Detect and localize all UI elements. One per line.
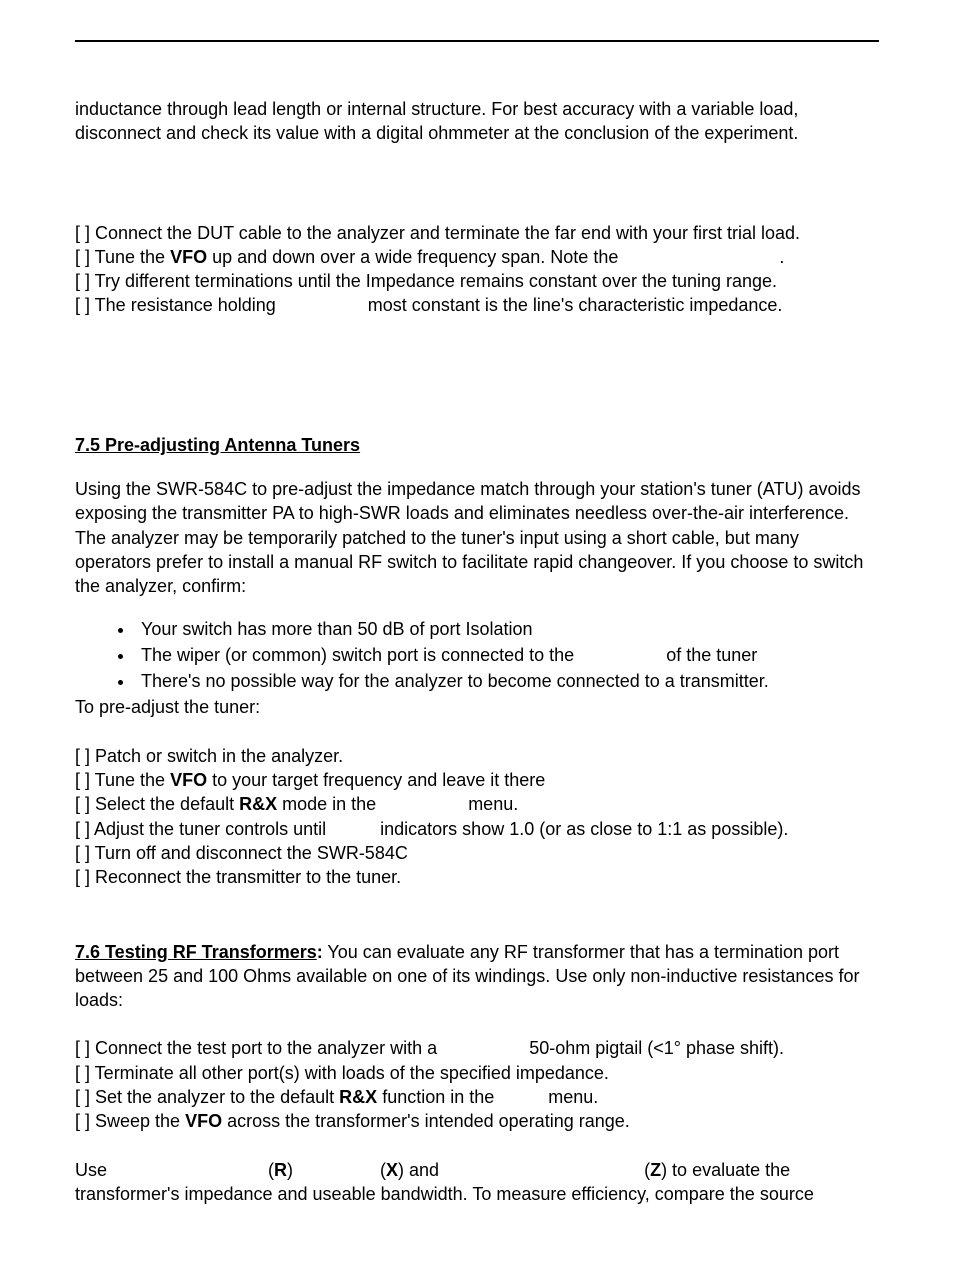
text: [ ] The resistance holding xyxy=(75,295,281,315)
checklist1-item1: [ ] Connect the DUT cable to the analyze… xyxy=(75,221,879,245)
vfo-label: VFO xyxy=(170,247,207,267)
text: 50-ohm pigtail (<1° phase shift). xyxy=(524,1038,784,1058)
section-7-5-para: Using the SWR-584C to pre-adjust the imp… xyxy=(75,477,879,598)
text: ( xyxy=(263,1160,274,1180)
vfo-label: VFO xyxy=(185,1111,222,1131)
checklist-1: [ ] Connect the DUT cable to the analyze… xyxy=(75,221,879,318)
text: ) and xyxy=(398,1160,439,1180)
text: [ ] Adjust the tuner controls until xyxy=(75,819,331,839)
text: menu. xyxy=(543,1087,598,1107)
text: ( xyxy=(375,1160,386,1180)
checklist2-item2: [ ] Tune the VFO to your target frequenc… xyxy=(75,768,879,792)
vfo-label: VFO xyxy=(170,770,207,790)
text: mode in the xyxy=(277,794,381,814)
z-label: Z xyxy=(650,1160,661,1180)
checklist-2: [ ] Patch or switch in the analyzer. [ ]… xyxy=(75,744,879,890)
text: of the tuner xyxy=(661,645,757,665)
intro-paragraph: inductance through lead length or intern… xyxy=(75,97,879,146)
text: [ ] Set the analyzer to the default xyxy=(75,1087,339,1107)
r-label: R xyxy=(274,1160,287,1180)
text: indicators show 1.0 (or as close to 1:1 … xyxy=(375,819,788,839)
text: [ ] Tune the xyxy=(75,770,170,790)
bullet-2: The wiper (or common) switch port is con… xyxy=(135,643,879,667)
checklist2-item4: [ ] Adjust the tuner controls until indi… xyxy=(75,817,879,841)
checklist2-item5: [ ] Turn off and disconnect the SWR-584C xyxy=(75,841,879,865)
text: most constant is the line's characterist… xyxy=(363,295,783,315)
text: Use xyxy=(75,1160,107,1180)
text: ( xyxy=(639,1160,650,1180)
section-7-5-heading: 7.5 Pre-adjusting Antenna Tuners xyxy=(75,433,879,457)
checklist1-item4: [ ] The resistance holding most constant… xyxy=(75,293,879,317)
section-7-6-heading: 7.6 Testing RF Transformers xyxy=(75,942,317,962)
confirm-bullets: Your switch has more than 50 dB of port … xyxy=(135,617,879,694)
text: up and down over a wide frequency span. … xyxy=(207,247,623,267)
text: to your target frequency and leave it th… xyxy=(207,770,545,790)
checklist2-item1: [ ] Patch or switch in the analyzer. xyxy=(75,744,879,768)
x-label: X xyxy=(386,1160,398,1180)
header-rule xyxy=(75,40,879,42)
section-7-6-para: 7.6 Testing RF Transformers: You can eva… xyxy=(75,940,879,1013)
text: The wiper (or common) switch port is con… xyxy=(141,645,579,665)
checklist3-item4: [ ] Sweep the VFO across the transformer… xyxy=(75,1109,879,1133)
text: [ ] Select the default xyxy=(75,794,239,814)
rx-label: R&X xyxy=(339,1087,377,1107)
rx-label: R&X xyxy=(239,794,277,814)
bullet-1: Your switch has more than 50 dB of port … xyxy=(135,617,879,641)
checklist2-item3: [ ] Select the default R&X mode in the m… xyxy=(75,792,879,816)
text: ) to evaluate the transformer's impedanc… xyxy=(75,1160,814,1204)
text: [ ] Connect the test port to the analyze… xyxy=(75,1038,442,1058)
checklist1-item2: [ ] Tune the VFO up and down over a wide… xyxy=(75,245,879,269)
checklist3-item3: [ ] Set the analyzer to the default R&X … xyxy=(75,1085,879,1109)
text: across the transformer's intended operat… xyxy=(222,1111,630,1131)
checklist1-item3: [ ] Try different terminations until the… xyxy=(75,269,879,293)
text: [ ] Sweep the xyxy=(75,1111,185,1131)
preadjust-lead: To pre-adjust the tuner: xyxy=(75,695,879,719)
text: [ ] Tune the xyxy=(75,247,170,267)
text: function in the xyxy=(377,1087,499,1107)
bullet-3: There's no possible way for the analyzer… xyxy=(135,669,879,693)
closing-paragraph: Use (R) (X) and (Z) to evaluate the tran… xyxy=(75,1158,879,1207)
checklist2-item6: [ ] Reconnect the transmitter to the tun… xyxy=(75,865,879,889)
text: menu. xyxy=(463,794,518,814)
text: ) xyxy=(287,1160,293,1180)
text: . xyxy=(779,247,784,267)
checklist3-item1: [ ] Connect the test port to the analyze… xyxy=(75,1036,879,1060)
checklist3-item2: [ ] Terminate all other port(s) with loa… xyxy=(75,1061,879,1085)
checklist-3: [ ] Connect the test port to the analyze… xyxy=(75,1036,879,1133)
